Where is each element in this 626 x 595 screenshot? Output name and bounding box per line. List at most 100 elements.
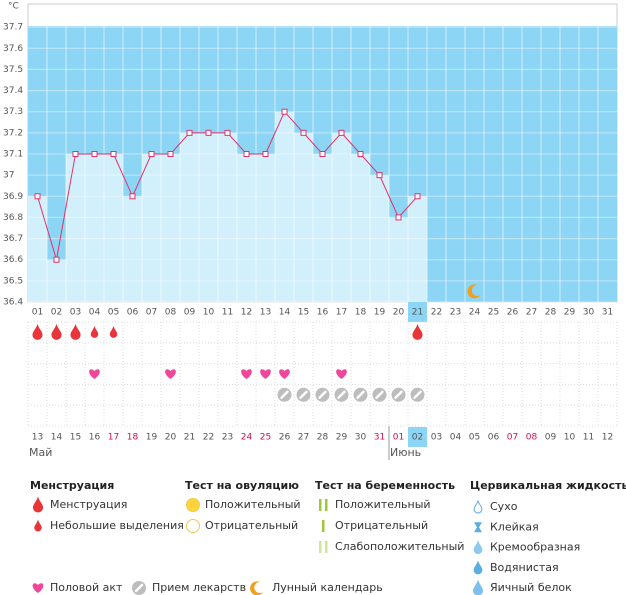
legend-icon [473, 540, 483, 555]
pill-icon-slash [394, 390, 403, 400]
legend-icon [325, 499, 328, 511]
bar [313, 154, 332, 302]
y-tick-label: 37.1 [3, 150, 23, 160]
legend-icon [473, 499, 483, 514]
day-label: 24 [469, 308, 481, 318]
date-label: 31 [374, 433, 385, 443]
legend-item: Половой акт [50, 581, 123, 594]
bar [408, 196, 427, 302]
day-label: 29 [564, 308, 576, 318]
bar [332, 132, 351, 302]
day-label: 23 [450, 308, 461, 318]
y-tick-label: 37.2 [3, 128, 23, 138]
temperature-point [300, 129, 307, 136]
date-label: 12 [602, 433, 613, 443]
date-label: 11 [583, 433, 594, 443]
temperature-point [243, 151, 250, 157]
temperature-point [110, 151, 117, 157]
legend-item: Кремообразная [490, 541, 580, 554]
pill-icon-slash [356, 390, 365, 400]
temperature-point [53, 256, 60, 263]
date-label: 14 [51, 433, 63, 443]
day-label: 04 [89, 308, 101, 318]
y-tick-label: 37.5 [3, 65, 23, 75]
temperature-point [72, 151, 79, 157]
day-label: 05 [108, 308, 119, 318]
legend-icon [186, 519, 200, 533]
day-label: 22 [431, 308, 442, 318]
temperature-point [205, 129, 212, 136]
legend-item: Небольшие выделения [50, 519, 184, 532]
temperature-point [224, 129, 231, 136]
temperature-point [319, 151, 326, 157]
y-tick-label: 37.6 [3, 44, 23, 54]
y-tick-label: 37.7 [3, 23, 23, 33]
date-label: 30 [355, 433, 367, 443]
legend-icon [32, 583, 44, 593]
date-label: 01 [393, 433, 404, 443]
bar [104, 154, 123, 302]
menstruation-drop [70, 323, 81, 340]
heart-icon [165, 369, 176, 379]
legend-item: Сухо [490, 500, 518, 513]
legend-item: Клейкая [490, 520, 539, 533]
temperature-point [148, 151, 155, 157]
day-label: 03 [70, 308, 81, 318]
legend-icon [250, 581, 263, 595]
temperature-point [357, 151, 364, 157]
menstruation-drop [32, 323, 43, 340]
day-label: 26 [507, 308, 519, 318]
menstruation-drop [412, 323, 423, 340]
light-drop [90, 325, 99, 338]
date-label: 23 [222, 433, 233, 443]
temperature-point [91, 151, 98, 157]
today-cell [408, 302, 427, 322]
heart-icon [89, 369, 100, 379]
legend-title: Тест на овуляцию [185, 479, 299, 492]
day-label: 01 [32, 308, 43, 318]
date-label: 19 [146, 433, 158, 443]
bar [123, 196, 142, 302]
bar [85, 154, 104, 302]
bar [66, 154, 85, 302]
moon-icon [467, 284, 481, 299]
bar [275, 111, 294, 302]
date-label: 05 [469, 433, 480, 443]
day-label: 08 [165, 308, 177, 318]
temperature-point [34, 193, 41, 200]
legend-title: Менструация [30, 479, 114, 492]
legend-icon [474, 522, 482, 533]
bar [199, 132, 218, 302]
day-label: 18 [355, 308, 367, 318]
bar [218, 132, 237, 302]
temperature-point [414, 193, 421, 200]
date-label: 13 [32, 433, 43, 443]
legend-item: Менструация [50, 498, 127, 511]
legend-icon [325, 541, 328, 553]
legend-icon [472, 579, 484, 595]
legend-title: Тест на беременность [315, 479, 455, 492]
month-label: Июнь [390, 446, 421, 459]
heart-icon [279, 369, 290, 379]
y-tick-label: 36.6 [3, 255, 23, 265]
pill-icon-slash [318, 390, 327, 400]
y-tick-label: 37 [3, 171, 14, 181]
bar [237, 154, 256, 302]
temperature-point [376, 172, 383, 179]
day-label: 17 [336, 308, 347, 318]
date-label: 29 [336, 433, 348, 443]
light-drop [109, 325, 118, 338]
day-label: 31 [602, 308, 613, 318]
legend-item: Отрицательный [335, 519, 428, 532]
bar [142, 154, 161, 302]
bar [351, 154, 370, 302]
y-unit: °C [8, 2, 19, 12]
date-label: 18 [127, 433, 139, 443]
pill-icon-slash [413, 390, 422, 400]
day-label: 12 [241, 308, 252, 318]
date-label: 28 [317, 433, 329, 443]
date-label: 06 [488, 433, 500, 443]
heart-icon [260, 369, 271, 379]
legend-item: Положительный [205, 498, 301, 511]
date-label: 16 [89, 433, 101, 443]
